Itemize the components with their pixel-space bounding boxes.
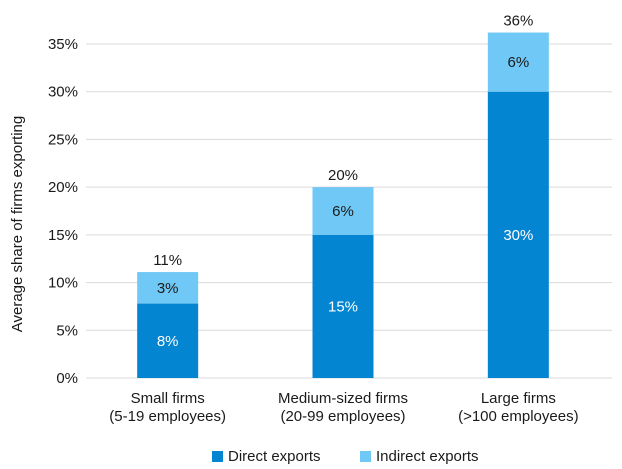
bar-segment-indirect-exports [487, 32, 549, 92]
total-value-label: 11% [153, 252, 182, 269]
segment-value-label: 6% [332, 203, 354, 220]
legend-swatch [212, 451, 223, 462]
segment-value-label: 30% [503, 227, 533, 244]
y-axis-ticks: 0% 5% 10% 15% 20% 25% 30% 35% [48, 36, 78, 387]
category-label: Medium-sized firms [278, 390, 408, 407]
bars: 8% 3% 11% 15% 6% 20% 30% 6% 36% [137, 13, 549, 378]
segment-value-label: 6% [507, 54, 529, 71]
category-label: (20-99 employees) [280, 408, 405, 425]
bar-segment-indirect-exports [137, 272, 199, 304]
legend: Direct exports Indirect exports [212, 448, 479, 465]
y-tick-label: 10% [48, 275, 78, 292]
bar-segment-direct-exports [312, 234, 374, 378]
bar-segment-direct-exports [137, 303, 199, 378]
y-tick-label: 5% [56, 322, 78, 339]
y-tick-label: 15% [48, 227, 78, 244]
category-label: (>100 employees) [458, 408, 578, 425]
bar-segment-indirect-exports [312, 187, 374, 235]
category-label: Large firms [481, 390, 556, 407]
category-label: (5-19 employees) [109, 408, 226, 425]
category-labels: Small firms(5-19 employees) Medium-sized … [109, 390, 578, 425]
y-tick-label: 0% [56, 370, 78, 387]
category-label: Small firms [131, 390, 205, 407]
y-axis-label: Average share of firms exporting [9, 116, 26, 333]
y-tick-label: 35% [48, 36, 78, 53]
y-tick-label: 30% [48, 84, 78, 101]
bar-segment-direct-exports [487, 91, 549, 378]
legend-label: Direct exports [228, 448, 321, 465]
y-tick-label: 25% [48, 131, 78, 148]
segment-value-label: 15% [328, 298, 358, 315]
segment-value-label: 3% [157, 280, 179, 297]
segment-value-label: 8% [157, 333, 179, 350]
total-value-label: 20% [328, 167, 358, 184]
legend-swatch [360, 451, 371, 462]
y-tick-label: 20% [48, 179, 78, 196]
total-value-label: 36% [503, 13, 533, 30]
legend-label: Indirect exports [376, 448, 479, 465]
